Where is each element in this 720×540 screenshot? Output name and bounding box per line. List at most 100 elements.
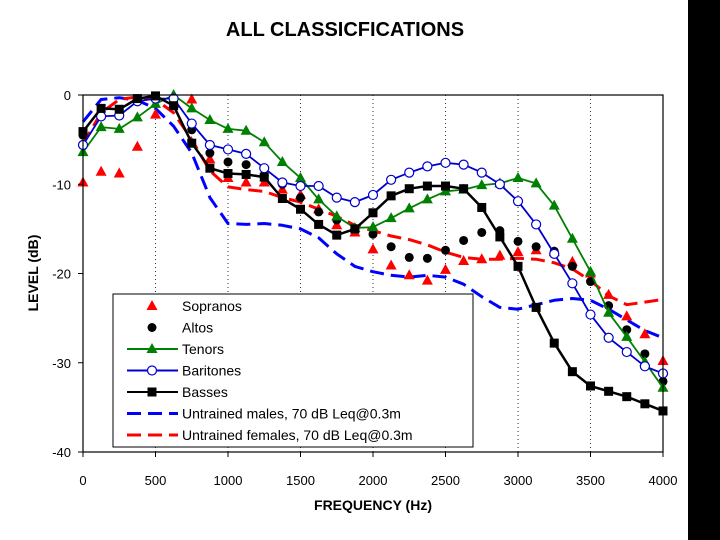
basses-point	[531, 302, 541, 312]
altos-point	[296, 193, 305, 203]
basses-point	[622, 392, 632, 402]
basses-point	[422, 181, 432, 191]
baritones-point	[512, 196, 524, 207]
sopranos-point	[95, 165, 107, 176]
sopranos-point	[367, 243, 379, 254]
altos-point	[459, 235, 469, 245]
chart-svg: ALL CLASSICFICATIONS 0 500 1000 1500 2000 250…	[25, 19, 677, 513]
sopranos-point	[476, 253, 488, 264]
series-basses	[78, 91, 668, 416]
basses-point	[513, 261, 523, 271]
x-tick-label: 0	[79, 473, 86, 488]
sopranos-point	[421, 274, 433, 285]
baritones-point	[349, 197, 360, 208]
tenors-point	[295, 172, 306, 183]
sopranos-point	[494, 249, 506, 260]
baritones-point	[476, 167, 487, 178]
x-axis-label: FREQUENCY (Hz)	[314, 497, 432, 513]
basses-point	[205, 163, 215, 173]
legend-label-basses: Basses	[182, 384, 228, 400]
tenors-point	[548, 199, 560, 210]
x-tick-label: 2000	[359, 473, 388, 488]
basses-point	[567, 367, 577, 377]
baritones-point	[404, 167, 415, 178]
basses-point	[640, 399, 650, 409]
sopranos-point	[621, 310, 633, 321]
basses-point	[549, 338, 559, 348]
tenors-point	[403, 202, 415, 213]
legend-marker-basses	[147, 387, 157, 397]
y-tick-label: -10	[52, 177, 71, 192]
altos-point	[586, 277, 595, 287]
x-tick-label: 4000	[649, 473, 678, 488]
tenors-point	[113, 122, 125, 133]
x-tick-label: 3500	[576, 473, 605, 488]
tenors-point	[603, 306, 615, 317]
tenors-point	[367, 221, 379, 232]
untrained-males-line	[81, 96, 664, 340]
baritones-point	[458, 159, 469, 170]
altos-point	[567, 261, 577, 271]
tenors-point	[621, 330, 633, 341]
basses-point	[459, 184, 469, 194]
basses-point	[96, 103, 106, 113]
altos-point	[477, 227, 487, 237]
baritones-point	[440, 157, 451, 168]
altos-point	[640, 349, 650, 359]
baritones-point	[639, 361, 650, 372]
basses-point	[404, 184, 414, 194]
basses-point	[151, 91, 160, 101]
baritones-point	[549, 248, 560, 259]
sopranos-point	[512, 246, 524, 257]
x-tick-label: 1000	[214, 473, 243, 488]
basses-point	[114, 104, 124, 114]
altos-point	[513, 236, 523, 246]
basses-point	[169, 101, 179, 111]
baritones-point	[567, 278, 578, 289]
basses-point	[223, 169, 233, 179]
axes: 0 500 1000 1500 2000 2500 3000 3500 4000 0 -10 -20 -…	[52, 88, 677, 488]
series-tenors	[77, 89, 669, 392]
legend-label-altos: Altos	[182, 320, 213, 336]
tenors-point	[222, 122, 234, 133]
tenors-point	[512, 172, 524, 183]
baritones-point	[222, 144, 234, 155]
tenors-point	[530, 177, 542, 188]
series-untrained-males	[81, 96, 664, 340]
tenors-point	[585, 265, 596, 276]
sopranos-point	[603, 288, 615, 299]
altos-point	[441, 245, 450, 255]
basses-point	[386, 191, 396, 201]
altos-point	[531, 242, 541, 252]
legend-label-untrained-males: Untrained males, 70 dB Leq@0.3m	[182, 406, 401, 422]
x-tick-label: 2500	[431, 473, 460, 488]
tenors-point	[313, 193, 325, 204]
sopranos-point	[204, 153, 216, 164]
altos-point	[223, 157, 233, 167]
baritones-point	[313, 180, 324, 192]
sopranos-point	[131, 140, 143, 151]
tenors-point	[385, 212, 397, 223]
basses-point	[314, 219, 324, 229]
legend-marker-sopranos	[146, 300, 158, 310]
baritones-point	[531, 219, 542, 230]
legend-label-tenors: Tenors	[182, 341, 224, 357]
x-tick-label: 1500	[286, 473, 315, 488]
baritones-point	[259, 163, 270, 174]
sopranos-point	[385, 259, 397, 270]
sopranos-point	[186, 93, 198, 104]
basses-point	[350, 224, 360, 234]
tenors-point	[204, 113, 216, 124]
y-tick-label: -20	[52, 267, 71, 282]
baritones-point	[241, 148, 252, 160]
legend-marker-altos	[147, 323, 157, 332]
baritones-point	[186, 118, 197, 129]
legend-marker-tenors	[146, 343, 158, 353]
tenors-point	[186, 102, 198, 113]
sopranos-point	[240, 176, 252, 187]
y-axis-label: LEVEL (dB)	[25, 235, 41, 312]
x-tick-label: 3000	[504, 473, 533, 488]
sopranos-point	[639, 328, 651, 339]
basses-point	[241, 169, 251, 179]
basses-point	[495, 232, 505, 242]
